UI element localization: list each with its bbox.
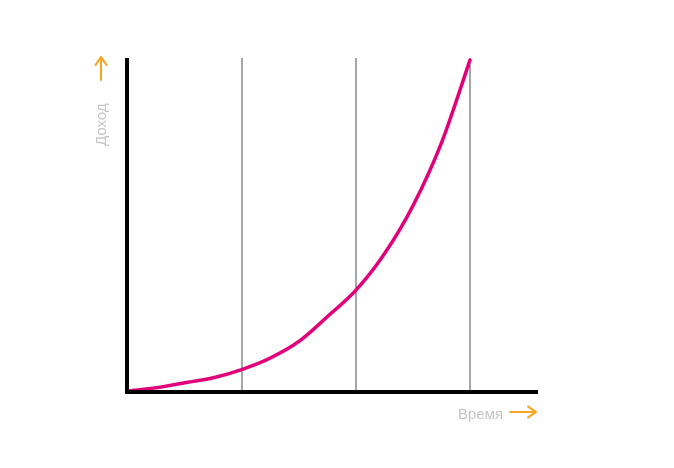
- curve-layer: [126, 58, 472, 393]
- grid-layer: [241, 58, 471, 391]
- axes-layer: [125, 58, 538, 394]
- labels-layer: Время Доход: [93, 56, 537, 423]
- series-line-income: [126, 58, 472, 393]
- x-axis-label: Время: [458, 406, 503, 423]
- y-axis-label: Доход: [93, 103, 110, 146]
- y-axis-arrow-icon: [94, 56, 108, 81]
- x-axis-arrow-icon: [509, 405, 537, 419]
